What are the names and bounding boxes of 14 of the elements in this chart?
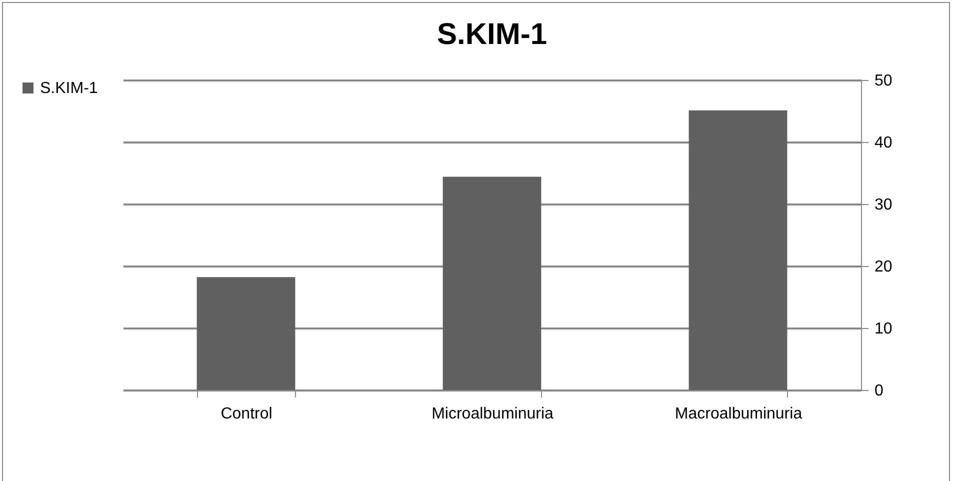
y-tick-label: 40 <box>874 134 892 152</box>
bar <box>196 277 296 390</box>
bar <box>442 176 542 390</box>
x-tick-label: Control <box>220 406 272 422</box>
y-tick-label: 50 <box>874 72 892 90</box>
y-tick-label: 20 <box>874 258 892 276</box>
y-tick-label: 10 <box>874 320 892 338</box>
legend-label: S.KIM-1 <box>40 80 98 97</box>
x-tick-label: Microalbuminuria <box>432 406 554 422</box>
y-tick-label: 30 <box>874 196 892 214</box>
bar <box>688 110 788 390</box>
x-tick-label: Macroalbuminuria <box>674 406 802 422</box>
chart-title: S.KIM-1 <box>436 18 548 51</box>
y-tick-label: 0 <box>874 382 884 400</box>
